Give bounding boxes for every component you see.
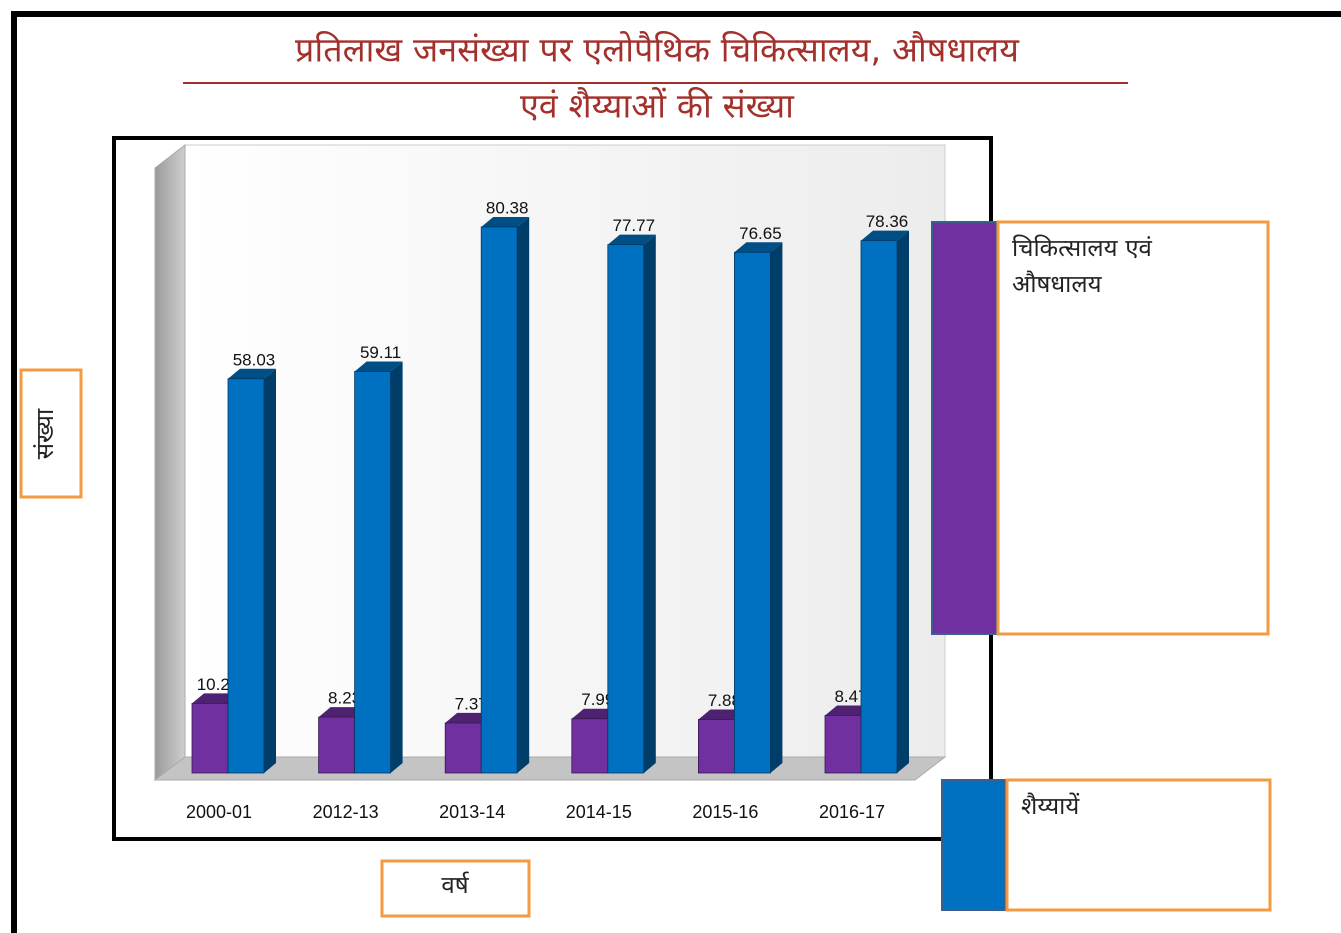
data-label: 7.37 xyxy=(455,694,488,713)
bar-top xyxy=(861,230,909,241)
bar-side xyxy=(643,234,656,773)
bar-top xyxy=(481,216,530,227)
bar-side xyxy=(770,242,783,773)
bar-top xyxy=(228,368,276,379)
page-border xyxy=(11,11,1341,933)
x-tick-label: 2012-13 xyxy=(313,802,379,822)
data-label: 76.65 xyxy=(739,224,782,243)
bar xyxy=(734,251,771,774)
bar xyxy=(698,719,735,774)
legend-box xyxy=(996,220,1270,636)
bar xyxy=(607,244,645,774)
bar-side xyxy=(264,368,276,773)
legend-box xyxy=(1005,778,1272,912)
x-tick-label: 2000-01 xyxy=(186,802,252,822)
bar-side xyxy=(897,230,909,774)
bar xyxy=(318,716,356,774)
legend-swatch xyxy=(941,779,1006,911)
bar-side xyxy=(517,216,530,774)
bar-top xyxy=(734,242,783,253)
bar-top xyxy=(354,361,403,372)
chart-title: एवं शैय्याओं की संख्या xyxy=(520,87,795,127)
data-label: 59.11 xyxy=(360,343,401,362)
bar-top xyxy=(607,234,656,245)
legend-label: चिकित्सालय एवं औषधालय xyxy=(1012,234,1152,298)
bar xyxy=(571,718,609,774)
x-tick-label: 2015-16 xyxy=(692,802,758,822)
x-tick-label: 2013-14 xyxy=(439,802,505,822)
x-axis-label: वर्ष xyxy=(441,871,469,899)
bar xyxy=(860,240,898,774)
bar xyxy=(824,715,862,774)
data-label: 58.03 xyxy=(233,350,276,369)
data-label: 77.77 xyxy=(613,216,656,235)
x-tick-label: 2016-17 xyxy=(819,802,885,822)
legend-swatch xyxy=(931,221,998,635)
data-label: 8.47 xyxy=(834,687,867,706)
bar xyxy=(191,703,229,774)
data-label: 80.38 xyxy=(486,198,529,217)
bar xyxy=(354,371,392,774)
data-label: 7.99 xyxy=(581,690,614,709)
y-axis-label: संख्या xyxy=(31,408,59,459)
bar xyxy=(227,378,265,774)
data-label: 78.36 xyxy=(866,212,909,231)
y-label-box xyxy=(19,368,83,499)
x-tick-label: 2014-15 xyxy=(566,802,632,822)
x-label-box xyxy=(380,859,531,918)
chart-title: प्रतिलाख जनसंख्या पर एलोपैथिक चिकित्सालय… xyxy=(295,31,1020,71)
bar-side xyxy=(390,361,403,773)
data-label: 8.23 xyxy=(328,689,361,708)
bar xyxy=(444,722,482,774)
side-wall xyxy=(154,143,186,782)
legend-label: शैय्यायें xyxy=(1021,792,1080,820)
data-label: 7.88 xyxy=(708,691,741,710)
back-wall xyxy=(184,144,946,758)
bar xyxy=(480,226,518,774)
